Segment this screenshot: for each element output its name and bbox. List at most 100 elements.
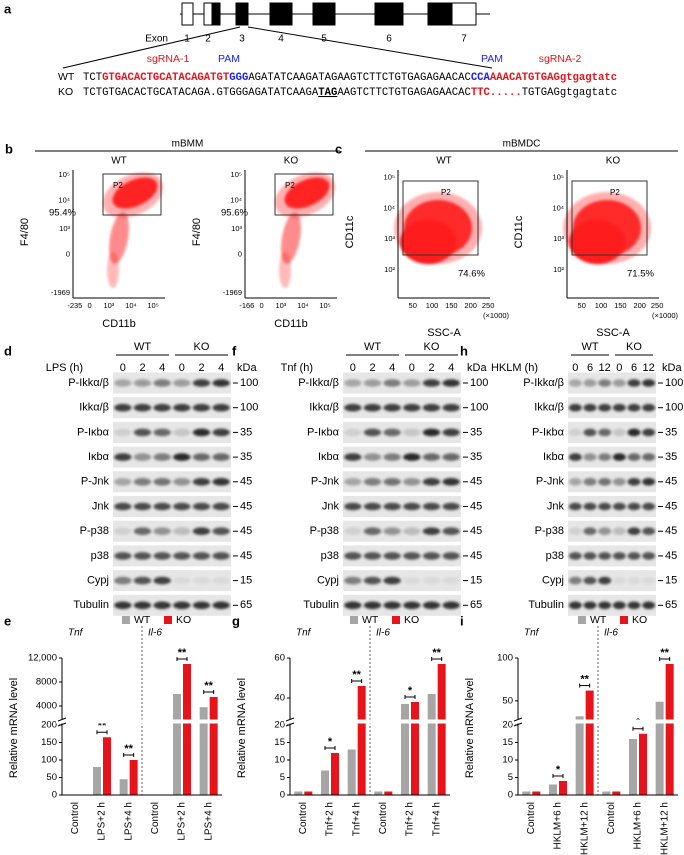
band bbox=[133, 428, 152, 437]
kda-label: 100 bbox=[470, 402, 488, 414]
exon-number: 6 bbox=[386, 34, 392, 45]
band bbox=[344, 601, 362, 610]
blot-strip bbox=[568, 545, 656, 567]
plot-title: KO bbox=[284, 156, 299, 167]
x-tick-label: Tnf+4 h bbox=[351, 802, 362, 836]
band bbox=[173, 478, 191, 486]
exon-box bbox=[211, 2, 221, 26]
blot-strip bbox=[343, 545, 461, 567]
group-label: Tnf bbox=[524, 628, 540, 639]
blot-strip bbox=[113, 570, 231, 592]
band bbox=[583, 552, 597, 560]
band bbox=[583, 601, 597, 610]
x-tick-label: HKLM+6 h bbox=[553, 802, 564, 850]
kda-label: 45 bbox=[470, 476, 482, 488]
y-tick-label: 10³ bbox=[553, 234, 564, 243]
exon-number: 4 bbox=[278, 34, 284, 45]
x-tick-label: 200 bbox=[633, 301, 646, 310]
lane-label: 0 bbox=[120, 362, 126, 374]
band bbox=[598, 428, 612, 437]
band bbox=[383, 576, 401, 585]
band bbox=[642, 527, 656, 535]
blot-strip bbox=[568, 520, 656, 542]
x-axis-label: CD11b bbox=[102, 318, 135, 330]
y-tick-label: 50 bbox=[46, 772, 57, 783]
band bbox=[403, 403, 421, 412]
bar bbox=[522, 791, 531, 795]
band bbox=[627, 552, 641, 560]
protein-label: P-p38 bbox=[80, 525, 109, 537]
significance-label: ** bbox=[178, 647, 187, 659]
protein-label: P-Jnk bbox=[311, 476, 340, 488]
band bbox=[598, 527, 612, 535]
event-density bbox=[279, 252, 291, 288]
axis-break-mark bbox=[57, 717, 67, 722]
plot-title: WT bbox=[111, 156, 127, 167]
lane-label: 0 bbox=[179, 362, 185, 374]
lane-label: 0 bbox=[409, 362, 415, 374]
event-cloud bbox=[563, 192, 651, 264]
band bbox=[133, 403, 152, 412]
panel-label: c bbox=[335, 141, 342, 156]
bar bbox=[374, 791, 383, 795]
blot-strip bbox=[113, 471, 231, 493]
blot-strip bbox=[568, 496, 656, 517]
band bbox=[114, 453, 132, 461]
event-cloud bbox=[102, 172, 164, 288]
band bbox=[568, 379, 582, 387]
exon-box bbox=[312, 2, 336, 26]
blot-strip bbox=[113, 545, 231, 567]
band bbox=[442, 502, 460, 511]
band bbox=[114, 502, 132, 511]
blot-strip bbox=[113, 397, 231, 419]
band bbox=[344, 453, 362, 461]
bar bbox=[437, 664, 446, 795]
band bbox=[583, 453, 597, 461]
band bbox=[403, 576, 421, 585]
protein-label: P-Iκbα bbox=[307, 426, 340, 438]
significance-label: * bbox=[556, 764, 561, 776]
bar bbox=[294, 791, 303, 795]
blot-strip bbox=[568, 594, 656, 616]
lane-label: 12 bbox=[643, 362, 655, 374]
x-axis-label: SSC-A bbox=[427, 327, 461, 339]
band bbox=[403, 379, 421, 387]
bar bbox=[612, 791, 621, 795]
x-tick-label: 100 bbox=[426, 301, 439, 310]
band bbox=[422, 552, 441, 560]
band bbox=[568, 453, 582, 461]
x-tick-label: 250 bbox=[651, 301, 664, 310]
bar bbox=[401, 704, 409, 795]
band bbox=[612, 478, 626, 486]
kda-label: 45 bbox=[665, 500, 677, 512]
band bbox=[153, 478, 171, 486]
band bbox=[192, 403, 211, 412]
protein-label: Iκbα bbox=[543, 451, 565, 463]
band bbox=[422, 576, 441, 585]
kda-label: 45 bbox=[240, 500, 252, 512]
band bbox=[153, 502, 171, 511]
lane-label: 4 bbox=[389, 362, 395, 374]
blot-strip bbox=[343, 496, 461, 517]
x-tick-label: HKLM+6 h bbox=[633, 802, 644, 850]
band bbox=[642, 428, 656, 437]
panel-title: mBMM bbox=[172, 139, 204, 150]
gate-label: P2 bbox=[441, 188, 451, 197]
zoom-line bbox=[62, 26, 241, 69]
y-tick-label: 10⁴ bbox=[552, 203, 564, 212]
band bbox=[642, 453, 656, 461]
band bbox=[612, 428, 626, 437]
axis-break-mark bbox=[513, 717, 523, 722]
protein-label: P-Jnk bbox=[536, 476, 565, 488]
band bbox=[153, 403, 171, 412]
band bbox=[212, 428, 230, 437]
band bbox=[212, 379, 230, 387]
kda-label: 35 bbox=[470, 426, 482, 438]
y-tick-label: -1969 bbox=[223, 288, 242, 297]
band bbox=[583, 403, 597, 412]
kda-label: 45 bbox=[240, 476, 252, 488]
lane-label: 0 bbox=[350, 362, 356, 374]
y-tick-label: 0 bbox=[280, 790, 285, 801]
kda-label: 100 bbox=[665, 377, 683, 389]
sequence-segment: TGTGAGgtgagtatc bbox=[522, 87, 617, 99]
